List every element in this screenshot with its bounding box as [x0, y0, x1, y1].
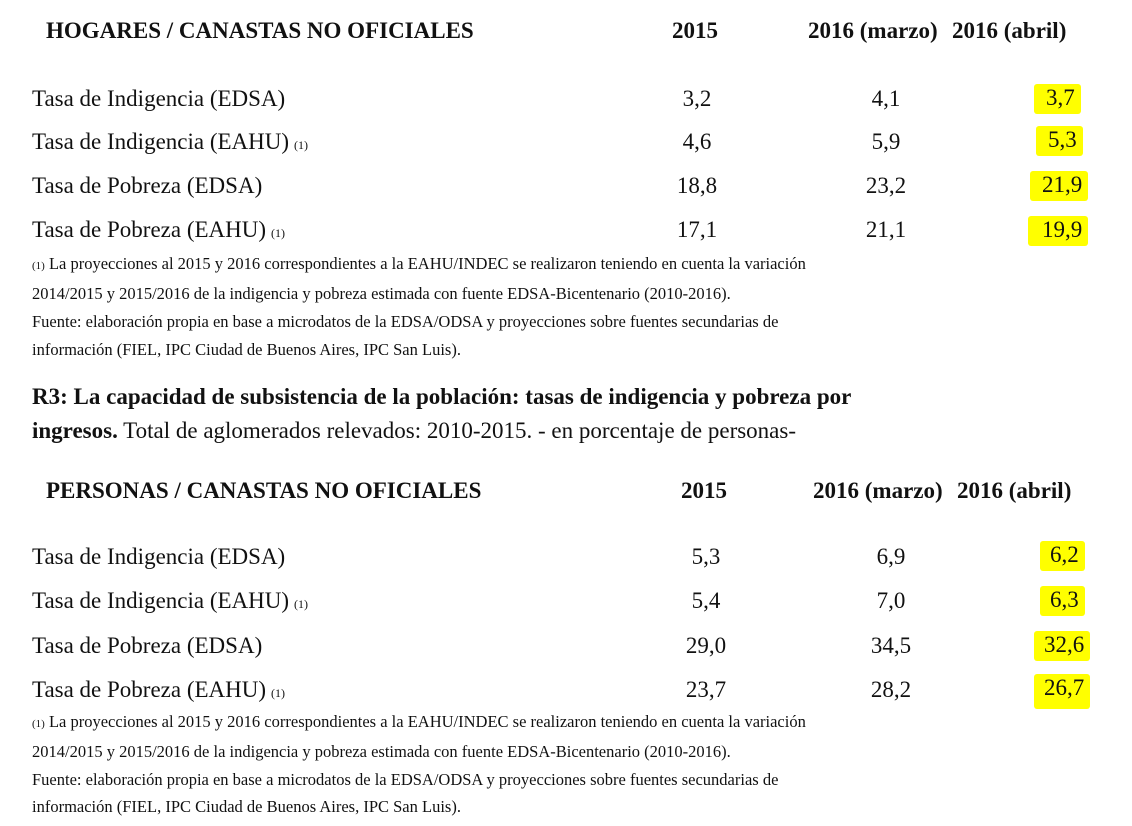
- row-label: Tasa de Pobreza (EDSA): [32, 633, 263, 658]
- column-header-2016-marzo: 2016 (marzo): [813, 478, 943, 503]
- row-label: Tasa de Indigencia (EDSA): [32, 86, 286, 111]
- footnote-ref: (1): [294, 597, 309, 611]
- row-label: Tasa de Indigencia (EAHU) (1): [32, 129, 309, 154]
- footnote: 2014/2015 y 2015/2016 de la indigencia y…: [32, 742, 731, 761]
- cell-2016-marzo: 23,2: [865, 173, 907, 198]
- row-label: Tasa de Pobreza (EAHU) (1): [32, 217, 286, 242]
- cell-2016-marzo: 6,9: [876, 544, 906, 569]
- cell-2016-abril-highlighted: 3,7: [1034, 84, 1081, 114]
- table-title: HOGARES / CANASTAS NO OFICIALES: [46, 18, 474, 43]
- cell-2016-marzo: 4,1: [871, 86, 901, 111]
- footnote: (1) La proyecciones al 2015 y 2016 corre…: [32, 254, 806, 273]
- cell-2015: 29,0: [685, 633, 727, 658]
- footnote-ref: (1): [294, 138, 309, 152]
- cell-2016-abril-highlighted: 5,3: [1036, 126, 1083, 156]
- cell-2015: 4,6: [682, 129, 712, 154]
- cell-2015: 23,7: [685, 677, 727, 702]
- cell-2015: 3,2: [682, 86, 712, 111]
- footnote-ref: (1): [271, 686, 286, 700]
- row-label: Tasa de Indigencia (EDSA): [32, 544, 286, 569]
- cell-2015: 18,8: [676, 173, 718, 198]
- cell-2015: 5,3: [691, 544, 721, 569]
- column-header-2015: 2015: [681, 478, 727, 503]
- column-header-2016-abril: 2016 (abril): [952, 18, 1067, 43]
- cell-2015: 17,1: [676, 217, 718, 242]
- section-title: R3: La capacidad de subsistencia de la p…: [32, 384, 852, 409]
- row-label: Tasa de Pobreza (EDSA): [32, 173, 263, 198]
- source-note: Fuente: elaboración propia en base a mic…: [32, 770, 779, 789]
- column-header-2015: 2015: [672, 18, 718, 43]
- cell-2016-abril-highlighted: 6,3: [1040, 586, 1085, 616]
- cell-2016-abril-highlighted: 26,7: [1034, 674, 1091, 709]
- source-note: información (FIEL, IPC Ciudad de Buenos …: [32, 797, 461, 816]
- cell-2016-marzo: 7,0: [876, 588, 906, 613]
- cell-2016-marzo: 34,5: [870, 633, 912, 658]
- cell-2016-abril-highlighted: 21,9: [1030, 171, 1089, 201]
- cell-2016-marzo: 28,2: [870, 677, 912, 702]
- footnote: 2014/2015 y 2015/2016 de la indigencia y…: [32, 284, 731, 303]
- footnote-ref: (1): [271, 226, 286, 240]
- row-label: Tasa de Pobreza (EAHU) (1): [32, 677, 286, 702]
- cell-2016-abril-highlighted: 19,9: [1028, 216, 1089, 246]
- column-header-2016-abril: 2016 (abril): [957, 478, 1072, 503]
- cell-2015: 5,4: [691, 588, 721, 613]
- table-title: PERSONAS / CANASTAS NO OFICIALES: [46, 478, 482, 503]
- column-header-2016-marzo: 2016 (marzo): [808, 18, 938, 43]
- footnote: (1) La proyecciones al 2015 y 2016 corre…: [32, 712, 806, 731]
- source-note: información (FIEL, IPC Ciudad de Buenos …: [32, 340, 461, 359]
- cell-2016-marzo: 21,1: [865, 217, 907, 242]
- section-subtitle: ingresos. Total de aglomerados relevados…: [32, 418, 796, 443]
- cell-2016-marzo: 5,9: [871, 129, 901, 154]
- source-note: Fuente: elaboración propia en base a mic…: [32, 312, 779, 331]
- cell-2016-abril-highlighted: 6,2: [1040, 541, 1085, 571]
- cell-2016-abril-highlighted: 32,6: [1034, 631, 1091, 661]
- row-label: Tasa de Indigencia (EAHU) (1): [32, 588, 309, 613]
